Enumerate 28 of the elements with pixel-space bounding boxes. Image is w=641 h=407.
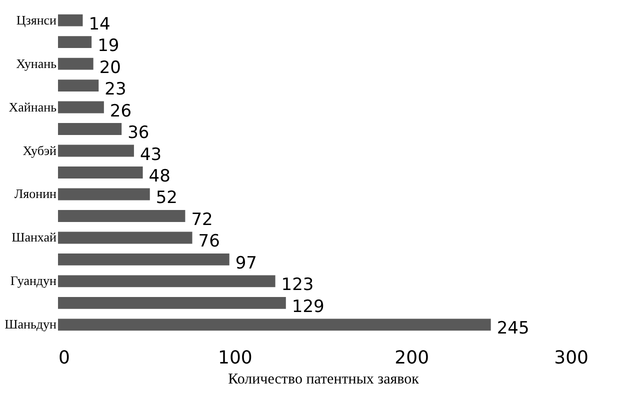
y-tick-label: Шаньдун	[4, 316, 57, 332]
y-tick-label: Хубэй	[22, 142, 57, 158]
data-label: 123	[281, 275, 314, 296]
data-label: 43	[140, 144, 162, 165]
data-label: 36	[128, 123, 150, 144]
data-label: 72	[191, 210, 213, 230]
x-tick-label: 200	[394, 348, 430, 368]
y-tick-label: Шанхай	[12, 230, 57, 245]
data-label: 97	[235, 253, 258, 274]
x-tick-label: 300	[554, 348, 588, 368]
data-label: 26	[110, 101, 132, 122]
y-tick-label: Цзянси	[16, 12, 57, 28]
data-label: 19	[98, 36, 120, 56]
data-label: 245	[496, 318, 530, 339]
data-label: 76	[198, 232, 220, 252]
x-tick-label: 0	[58, 348, 70, 368]
data-label: 14	[88, 14, 110, 34]
y-tick-label: Хунань	[16, 56, 57, 71]
y-tick-label: Хайнань	[8, 99, 57, 114]
y-tick-label: Гуандун	[10, 273, 57, 288]
data-label: 23	[104, 80, 126, 100]
x-axis-title: Количество патентных заявок	[228, 372, 420, 388]
data-label: 48	[148, 166, 170, 186]
x-tick-label: 100	[218, 348, 252, 368]
data-label: 129	[292, 296, 324, 317]
data-label: 20	[99, 58, 121, 78]
y-tick-label: Ляонин	[14, 186, 57, 202]
data-label: 52	[156, 188, 178, 208]
